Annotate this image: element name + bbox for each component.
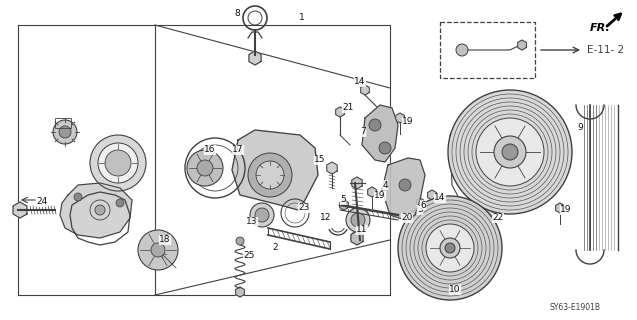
Circle shape <box>105 150 131 176</box>
Text: FR.: FR. <box>590 23 610 33</box>
Polygon shape <box>60 183 132 238</box>
Text: 24: 24 <box>36 197 48 206</box>
Bar <box>55 118 71 128</box>
Circle shape <box>59 126 71 138</box>
Circle shape <box>445 243 455 253</box>
Polygon shape <box>352 177 362 189</box>
Circle shape <box>116 199 124 207</box>
Circle shape <box>95 205 105 215</box>
Text: 13: 13 <box>247 218 258 227</box>
Circle shape <box>448 90 572 214</box>
Circle shape <box>426 224 474 272</box>
Circle shape <box>138 230 178 270</box>
Text: 1: 1 <box>299 13 305 22</box>
Text: 9: 9 <box>577 124 583 132</box>
Polygon shape <box>351 231 363 245</box>
Text: 23: 23 <box>298 204 310 212</box>
Text: 21: 21 <box>342 103 354 113</box>
Text: 25: 25 <box>243 251 255 260</box>
Text: 7: 7 <box>360 127 366 137</box>
Circle shape <box>53 120 77 144</box>
Bar <box>440 22 535 78</box>
Circle shape <box>98 143 138 183</box>
Circle shape <box>456 44 468 56</box>
Circle shape <box>494 136 526 168</box>
Polygon shape <box>382 158 425 220</box>
Polygon shape <box>232 130 318 210</box>
Polygon shape <box>236 287 245 297</box>
Polygon shape <box>327 162 337 174</box>
Text: 16: 16 <box>204 146 216 155</box>
Circle shape <box>346 208 370 232</box>
Polygon shape <box>362 105 398 162</box>
Text: 12: 12 <box>320 213 332 222</box>
Text: 4: 4 <box>382 180 388 189</box>
Text: 14: 14 <box>434 194 446 203</box>
Text: 6: 6 <box>420 201 426 210</box>
Circle shape <box>476 118 544 186</box>
Circle shape <box>379 142 391 154</box>
Circle shape <box>256 161 284 189</box>
Circle shape <box>255 208 269 222</box>
Circle shape <box>248 153 292 197</box>
Text: E-11- 2: E-11- 2 <box>587 45 624 55</box>
Polygon shape <box>555 203 564 213</box>
Text: 3: 3 <box>417 205 423 214</box>
Text: 11: 11 <box>356 226 368 235</box>
Text: 19: 19 <box>402 117 414 126</box>
Circle shape <box>197 160 213 176</box>
Polygon shape <box>427 190 436 200</box>
Polygon shape <box>396 113 404 123</box>
Polygon shape <box>417 198 424 206</box>
Circle shape <box>502 144 518 160</box>
Polygon shape <box>361 85 369 95</box>
Circle shape <box>369 119 381 131</box>
Text: 17: 17 <box>233 146 244 155</box>
Circle shape <box>399 179 411 191</box>
Text: 2: 2 <box>272 244 278 252</box>
Text: 5: 5 <box>340 196 346 204</box>
Circle shape <box>250 203 274 227</box>
Polygon shape <box>13 202 27 218</box>
Text: 8: 8 <box>234 10 240 19</box>
Circle shape <box>351 213 365 227</box>
Polygon shape <box>368 187 376 197</box>
Circle shape <box>151 243 165 257</box>
Text: 18: 18 <box>159 236 171 244</box>
Polygon shape <box>340 200 348 210</box>
Text: 19: 19 <box>375 191 386 201</box>
Text: 14: 14 <box>354 77 366 86</box>
Circle shape <box>440 238 460 258</box>
Text: 10: 10 <box>449 285 461 294</box>
Polygon shape <box>518 40 526 50</box>
Text: 20: 20 <box>401 213 413 222</box>
Text: 19: 19 <box>561 205 572 214</box>
Circle shape <box>90 135 146 191</box>
Text: 22: 22 <box>492 213 504 222</box>
Circle shape <box>74 193 82 201</box>
Polygon shape <box>336 107 345 117</box>
Text: SY63-E1901B: SY63-E1901B <box>550 303 601 313</box>
Circle shape <box>398 196 502 300</box>
Polygon shape <box>483 206 493 218</box>
Circle shape <box>236 237 244 245</box>
Polygon shape <box>249 51 261 65</box>
Circle shape <box>187 150 223 186</box>
Text: 15: 15 <box>314 156 326 164</box>
